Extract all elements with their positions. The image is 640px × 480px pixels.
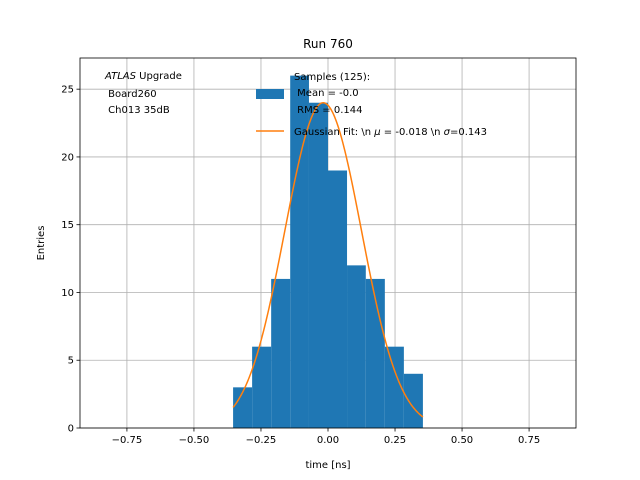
x-tick-label: 0.50 (451, 435, 473, 446)
legend-fit-pre: Gaussian Fit: \n (294, 127, 374, 138)
x-axis-label: time [ns] (305, 460, 350, 471)
legend-fit-post: =0.143 (450, 127, 487, 138)
histogram-bar (233, 387, 253, 428)
histogram-bars (233, 75, 423, 428)
chart-title: Run 760 (303, 37, 353, 51)
legend-fit-sigma: σ (444, 127, 451, 138)
legend-histogram-patch (256, 89, 284, 99)
y-tick-label: 20 (61, 152, 74, 163)
x-tick-label: −0.25 (246, 435, 277, 446)
legend-fit-mid: = -0.018 \n (381, 127, 444, 138)
y-tick-label: 25 (61, 85, 74, 96)
histogram-bar (308, 102, 328, 428)
legend-fit-label: Gaussian Fit: \n μ = -0.018 \n σ=0.143 (294, 127, 487, 138)
annotation-line-2: Board260 (105, 89, 157, 100)
annotation-line-3: Ch013 35dB (105, 105, 170, 116)
histogram-bar (252, 346, 272, 428)
x-axis-ticks: −0.75 −0.50 −0.25 0.00 0.25 0.50 0.75 (112, 428, 540, 446)
histogram-bar (271, 278, 291, 428)
histogram-bar (365, 278, 385, 428)
x-tick-label: −0.75 (112, 435, 143, 446)
histogram-bar (403, 373, 423, 428)
y-axis-ticks: 0 5 10 15 20 25 (61, 85, 80, 435)
x-tick-label: 0.00 (317, 435, 339, 446)
y-tick-label: 10 (61, 288, 74, 299)
annotation-atlas: ATLAS (104, 71, 137, 82)
histogram-bar (328, 170, 348, 428)
legend-fit-mu: μ (373, 127, 380, 138)
y-tick-label: 0 (68, 424, 74, 435)
gaussian-fit (232, 101, 424, 418)
legend-histogram-line-3: RMS = 0.144 (294, 105, 362, 116)
legend-histogram-line-2: Mean = -0.0 (294, 88, 359, 99)
annotation-line-1: ATLAS Upgrade (104, 71, 182, 82)
x-tick-label: 0.75 (518, 435, 540, 446)
gaussian-fit-curve (232, 101, 424, 418)
x-tick-label: −0.50 (179, 435, 210, 446)
histogram-bar (347, 265, 366, 428)
x-tick-label: 0.25 (384, 435, 406, 446)
legend-histogram-line-1: Samples (125): (294, 72, 370, 83)
histogram-bar (384, 346, 404, 428)
y-tick-label: 5 (68, 356, 74, 367)
run-annotation: ATLAS Upgrade Board260 Ch013 35dB (104, 71, 182, 116)
y-axis-label: Entries (36, 226, 47, 261)
y-tick-label: 15 (61, 220, 74, 231)
legend: Samples (125): Mean = -0.0 RMS = 0.144 G… (256, 72, 487, 138)
annotation-upgrade: Upgrade (136, 71, 182, 82)
histogram-bar (290, 75, 309, 428)
